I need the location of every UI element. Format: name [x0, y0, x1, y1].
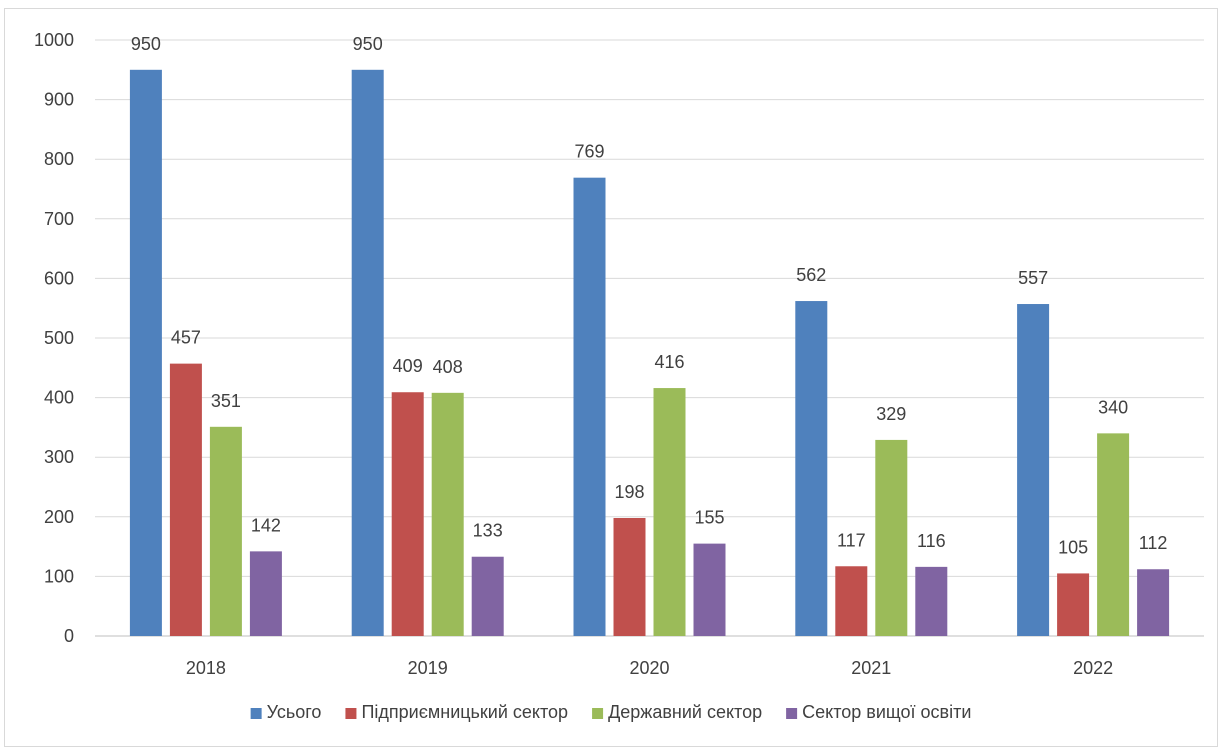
legend-label: Державний сектор — [608, 702, 762, 722]
y-tick-label: 300 — [44, 447, 74, 467]
bar — [1057, 573, 1090, 636]
x-tick-label: 2020 — [629, 658, 669, 678]
data-label: 769 — [574, 142, 604, 162]
bar — [471, 556, 504, 636]
data-label: 416 — [654, 352, 684, 372]
y-axis-tick-labels: 0 100 200 300 400 500 600 700 800 900 1000 — [34, 30, 74, 646]
bar — [693, 543, 726, 636]
y-tick-label: 600 — [44, 268, 74, 288]
bar — [1137, 569, 1170, 636]
bar — [915, 566, 948, 636]
data-label: 457 — [171, 328, 201, 348]
y-tick-label: 900 — [44, 90, 74, 110]
bar — [431, 392, 464, 636]
bar — [169, 363, 202, 636]
bar — [835, 566, 868, 636]
legend-label: Підприємницький сектор — [361, 702, 568, 722]
bars — [129, 69, 1170, 637]
data-label: 408 — [433, 357, 463, 377]
legend-swatch — [786, 708, 798, 719]
bar — [249, 551, 282, 636]
bar — [653, 388, 686, 636]
data-label: 329 — [876, 404, 906, 424]
data-label: 117 — [837, 530, 866, 550]
legend: Усього Підприємницький сектор Державний се… — [250, 702, 971, 722]
x-tick-label: 2019 — [408, 658, 448, 678]
bar — [573, 177, 606, 636]
chart-frame — [4, 8, 1218, 747]
data-label: 409 — [393, 356, 423, 376]
bar — [209, 426, 242, 636]
legend-item: Сектор вищої освіти — [786, 702, 971, 722]
x-tick-label: 2022 — [1073, 658, 1113, 678]
y-tick-label: 700 — [44, 209, 74, 229]
data-labels: 950 457 351 142 950 409 408 133 769 198 416 155 562 1… — [131, 34, 1168, 558]
legend-label: Усього — [267, 702, 322, 722]
data-label: 105 — [1058, 537, 1088, 557]
y-tick-label: 200 — [44, 507, 74, 527]
data-label: 133 — [473, 521, 503, 541]
data-label: 112 — [1139, 533, 1168, 553]
x-axis-tick-labels: 2018 2019 2020 2021 2022 — [186, 658, 1113, 678]
bar — [351, 69, 384, 637]
legend-item: Усього — [250, 702, 322, 722]
data-label: 198 — [614, 482, 644, 502]
data-label: 340 — [1098, 397, 1128, 417]
legend-swatch — [592, 708, 604, 719]
bar — [795, 301, 828, 636]
y-tick-label: 100 — [44, 566, 74, 586]
y-tick-label: 800 — [44, 149, 74, 169]
y-tick-label: 400 — [44, 388, 74, 408]
data-label: 562 — [796, 265, 826, 285]
y-tick-label: 0 — [64, 626, 74, 646]
bar — [613, 517, 646, 636]
data-label: 950 — [131, 34, 161, 54]
x-tick-label: 2018 — [186, 658, 226, 678]
y-tick-label: 1000 — [34, 30, 74, 50]
data-label: 116 — [917, 531, 946, 551]
legend-swatch — [250, 708, 262, 719]
legend-label: Сектор вищої освіти — [802, 702, 971, 722]
legend-item: Підприємницький сектор — [345, 702, 568, 722]
bar — [875, 439, 908, 636]
legend-item: Державний сектор — [592, 702, 762, 722]
legend-swatch — [345, 708, 357, 719]
data-label: 155 — [694, 508, 724, 528]
x-tick-label: 2021 — [851, 658, 891, 678]
y-tick-label: 500 — [44, 328, 74, 348]
bar — [391, 392, 424, 636]
bar — [1097, 433, 1130, 636]
data-label: 557 — [1018, 268, 1048, 288]
data-label: 351 — [211, 391, 241, 411]
data-label: 950 — [353, 34, 383, 54]
bar — [1017, 304, 1050, 636]
data-label: 142 — [251, 515, 281, 535]
bar — [129, 69, 162, 637]
